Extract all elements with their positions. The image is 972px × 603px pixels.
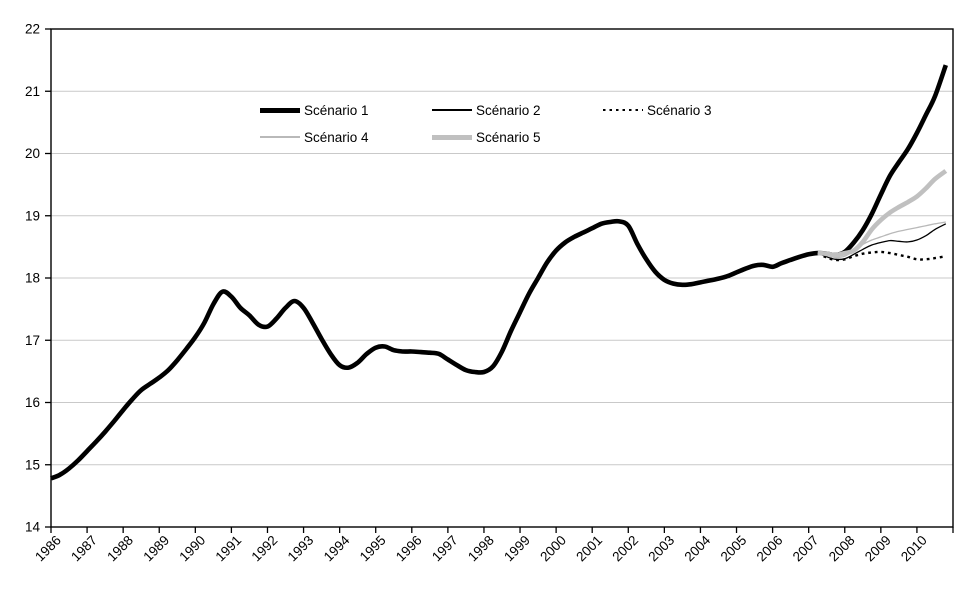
x-axis: 1986 1987 1988 1989 1990 1991 1992 1993 1994 1995… [32, 527, 954, 565]
legend-item-scenario-3: Scénario 3 [603, 102, 712, 118]
y-tick-label: 21 [25, 84, 40, 99]
y-tick-label: 18 [25, 271, 40, 286]
y-tick-label: 17 [25, 333, 40, 348]
legend-swatch-scenario-2-line [432, 109, 472, 111]
legend-item-scenario-2: Scénario 2 [432, 102, 541, 118]
x-tick-label: 1991 [212, 533, 244, 565]
series-line-scenario-5 [817, 169, 948, 258]
x-tick-label: 2007 [790, 533, 822, 565]
series-line-scenario-3 [817, 250, 947, 262]
x-tick-label: 2005 [718, 533, 750, 565]
legend-label-scenario-1: Scénario 1 [304, 102, 369, 118]
x-tick-label: 1996 [393, 533, 425, 565]
legend-item-scenario-4: Scénario 4 [260, 129, 369, 145]
legend-label-scenario-4: Scénario 4 [304, 129, 369, 145]
series-line-scenario-4 [817, 221, 946, 259]
series-line-scenario-1 [50, 64, 948, 481]
y-tick-label: 20 [25, 146, 40, 161]
y-tick-label: 16 [25, 395, 40, 410]
x-tick-label: 1998 [465, 533, 497, 565]
legend-swatch-scenario-1-line [260, 107, 300, 113]
legend-label-scenario-3: Scénario 3 [647, 102, 712, 118]
y-axis: 14 15 16 17 18 19 20 21 22 [25, 22, 51, 535]
x-tick-label: 2002 [609, 533, 641, 565]
x-tick-label: 2004 [682, 532, 714, 564]
series-lines [50, 64, 948, 481]
x-tick-label: 2001 [573, 533, 605, 565]
x-tick-label: 1988 [104, 533, 136, 565]
legend-label-scenario-2: Scénario 2 [476, 102, 541, 118]
x-tick-label: 1990 [176, 533, 208, 565]
y-tick-label: 15 [25, 457, 40, 472]
legend-item-scenario-5: Scénario 5 [432, 129, 541, 145]
legend-swatch-scenario-5-line [432, 134, 472, 140]
legend-swatch-scenario-4-line [260, 136, 300, 138]
gridlines [51, 90, 953, 466]
x-tick-label: 1987 [68, 533, 100, 565]
x-tick-label: 2003 [645, 533, 677, 565]
legend: Scénario 1 Scénario 2 Scénario 3 Scénari… [258, 98, 758, 156]
x-tick-label: 2009 [862, 533, 894, 565]
x-tick-label: 2010 [898, 533, 930, 565]
y-tick-label: 14 [25, 520, 41, 535]
legend-item-scenario-1: Scénario 1 [260, 102, 369, 118]
x-tick-label: 1997 [429, 533, 461, 565]
x-tick-label: 2008 [826, 533, 858, 565]
x-tick-label: 1989 [140, 533, 172, 565]
x-tick-label: 1986 [32, 533, 64, 565]
y-tick-label: 22 [25, 22, 40, 37]
x-tick-label: 2006 [754, 533, 786, 565]
y-tick-label: 19 [25, 208, 40, 223]
x-tick-label: 2000 [537, 533, 569, 565]
x-tick-label: 1995 [357, 533, 389, 565]
legend-swatch-scenario-3-dotted-line [603, 108, 643, 112]
x-tick-label: 1993 [285, 533, 317, 565]
x-tick-label: 1994 [321, 532, 353, 564]
x-tick-label: 1992 [249, 533, 281, 565]
x-tick-label: 1999 [501, 533, 533, 565]
legend-label-scenario-5: Scénario 5 [476, 129, 541, 145]
